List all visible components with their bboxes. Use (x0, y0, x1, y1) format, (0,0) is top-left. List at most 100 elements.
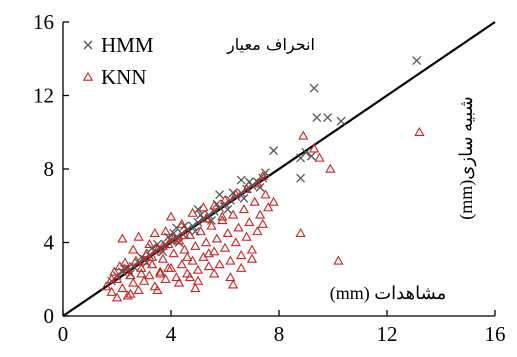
hmm-point (223, 204, 233, 214)
hmm-point (196, 210, 206, 220)
hmm-point (215, 190, 225, 200)
knn-point (203, 261, 214, 271)
legend-marker-knn (82, 71, 94, 81)
hmm-point (231, 192, 241, 202)
knn-point (314, 152, 325, 162)
hmm-point (306, 151, 316, 161)
plot-area: 0 4 8 12 16 0 4 8 12 16 (33, 10, 506, 346)
knn-point (168, 248, 179, 258)
hmm-point (193, 204, 203, 214)
knn-point (252, 226, 263, 236)
hmm-point (193, 217, 203, 227)
knn-point (141, 248, 152, 258)
hmm-point (239, 193, 249, 203)
knn-point (160, 273, 171, 283)
knn-point (206, 220, 217, 230)
x-tick-label: 8 (274, 322, 285, 346)
knn-point (152, 284, 163, 294)
knn-point (117, 283, 128, 293)
knn-point (268, 196, 279, 206)
knn-point (136, 262, 147, 272)
knn-point (214, 259, 225, 269)
knn-point (157, 240, 169, 250)
knn-point (149, 228, 160, 238)
knn-point (227, 209, 239, 219)
x-tick-label: 0 (58, 322, 69, 346)
knn-point (195, 226, 206, 236)
knn-point (128, 277, 139, 287)
hmm-point (207, 215, 216, 225)
hmm-point (312, 113, 322, 123)
knn-point (246, 253, 258, 263)
knn-point (222, 228, 233, 238)
knn-point (138, 275, 150, 285)
knn-point (184, 272, 196, 282)
hmm-point (269, 146, 279, 156)
knn-point (136, 268, 147, 278)
y-tick-label: 8 (44, 157, 55, 181)
knn-point (233, 222, 244, 232)
hmm-point (309, 83, 319, 93)
knn-point (198, 202, 209, 212)
knn-point (200, 237, 212, 247)
series-hmm (107, 56, 422, 286)
knn-point (217, 211, 228, 221)
knn-point (182, 251, 193, 261)
knn-point (171, 272, 182, 282)
y-tick-label: 4 (44, 231, 55, 255)
knn-point (109, 266, 120, 276)
hmm-point (336, 116, 346, 126)
axis-ticks (62, 21, 496, 317)
knn-point (249, 196, 260, 206)
knn-point (209, 268, 220, 278)
hmm-point (323, 113, 333, 123)
knn-point (209, 246, 220, 256)
knn-point (190, 283, 201, 293)
knn-point (246, 244, 258, 254)
knn-point (252, 178, 263, 188)
legend-marker-hmm-glyph (83, 40, 93, 50)
knn-point (146, 259, 158, 269)
series-knn (101, 126, 425, 302)
knn-point (257, 171, 268, 181)
hmm-point (180, 221, 189, 231)
knn-point (192, 264, 204, 274)
knn-point (168, 233, 179, 243)
knn-point (133, 284, 144, 294)
knn-point (263, 202, 274, 212)
knn-point (244, 216, 255, 226)
knn-point (333, 255, 344, 265)
knn-point (144, 270, 155, 280)
knn-point (146, 251, 158, 261)
knn-point (122, 264, 133, 274)
hmm-point (204, 210, 214, 220)
knn-point (257, 218, 268, 228)
knn-point (414, 126, 425, 136)
legend: HMM KNN (82, 33, 154, 89)
knn-point (117, 233, 128, 243)
knn-point (106, 273, 117, 283)
hmm-point (247, 181, 257, 190)
knn-point (325, 163, 336, 173)
knn-point (203, 248, 214, 258)
y-tick-label: 16 (33, 10, 54, 34)
knn-point (179, 229, 190, 239)
x-axis-label: مشاهدات (mm) (330, 283, 447, 304)
knn-point (254, 209, 266, 219)
knn-point (227, 279, 239, 289)
y-tick-label: 0 (44, 304, 55, 328)
knn-point (260, 189, 271, 199)
knn-point (241, 183, 252, 193)
knn-point (163, 262, 174, 272)
legend-entry-hmm: HMM (83, 33, 154, 57)
y-tick-label: 12 (33, 84, 54, 108)
axis-tick-labels: 0 4 8 12 16 0 4 8 12 16 (33, 10, 506, 346)
knn-point (209, 200, 220, 210)
knn-point (144, 239, 155, 249)
knn-point (219, 194, 231, 204)
knn-point (160, 226, 171, 236)
knn-point (241, 231, 252, 241)
hmm-point (166, 236, 176, 246)
knn-point (125, 288, 136, 298)
knn-point (130, 255, 142, 265)
